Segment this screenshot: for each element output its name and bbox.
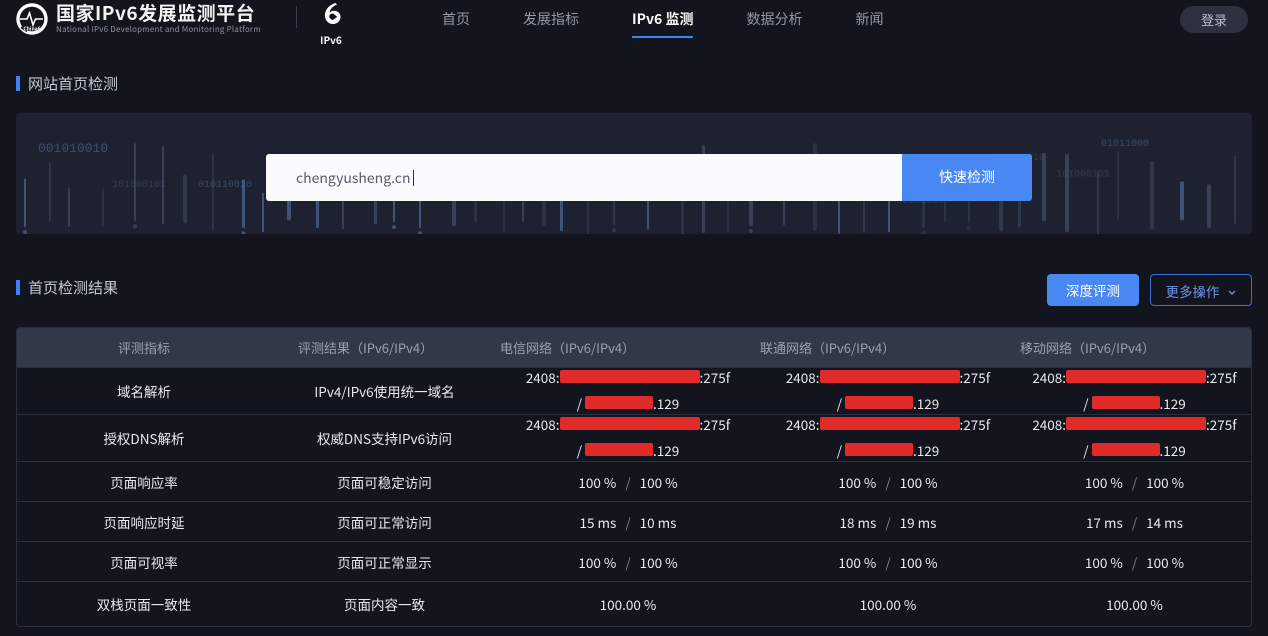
svg-text:China6: China6 <box>23 26 40 33</box>
svg-text:001010010: 001010010 <box>38 141 108 156</box>
svg-text:101000101: 101000101 <box>112 179 166 190</box>
svg-text:010110010: 010110010 <box>198 179 252 190</box>
svg-text:101000101: 101000101 <box>1056 169 1110 180</box>
svg-text:01011000: 01011000 <box>1101 138 1149 149</box>
